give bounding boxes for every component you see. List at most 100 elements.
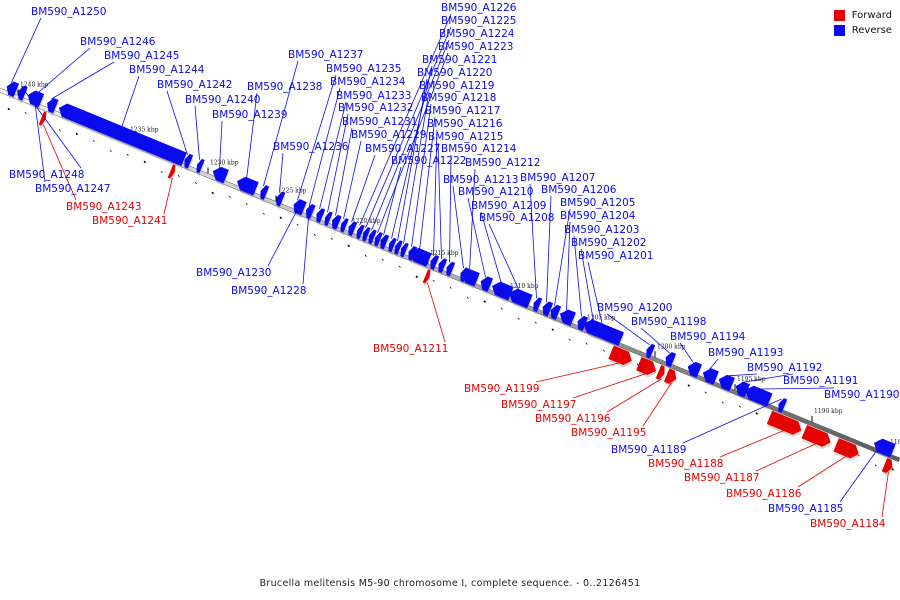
- gene-label[interactable]: BM590_A1205: [560, 197, 635, 209]
- gene-arrow[interactable]: [506, 287, 534, 311]
- gene-arrow[interactable]: [699, 366, 720, 388]
- gene-arrow[interactable]: [3, 80, 20, 100]
- gene-arrow[interactable]: [167, 164, 178, 182]
- gene-arrow[interactable]: [684, 360, 703, 381]
- gene-label[interactable]: BM590_A1229: [351, 129, 426, 141]
- gene-label[interactable]: BM590_A1247: [35, 183, 110, 195]
- gene-label[interactable]: BM590_A1193: [708, 347, 783, 359]
- gene-label[interactable]: BM590_A1198: [631, 316, 706, 328]
- gene-arrow[interactable]: [663, 368, 680, 389]
- gene-label[interactable]: BM590_A1225: [441, 15, 516, 27]
- gene-label[interactable]: BM590_A1184: [810, 518, 886, 530]
- gene-arrow[interactable]: [422, 269, 433, 287]
- gene-arrow[interactable]: [489, 280, 515, 304]
- gene-label[interactable]: BM590_A1220: [417, 67, 492, 79]
- gene-label[interactable]: BM590_A1219: [419, 80, 494, 92]
- gene-label[interactable]: BM590_A1236: [273, 141, 349, 153]
- gene-label[interactable]: BM590_A1223: [438, 41, 513, 53]
- gene-arrow[interactable]: [662, 351, 677, 370]
- gene-arrow[interactable]: [742, 384, 774, 410]
- gene-label[interactable]: BM590_A1228: [231, 285, 306, 297]
- gene-label[interactable]: BM590_A1195: [571, 427, 646, 439]
- gene-arrow[interactable]: [775, 397, 788, 416]
- gene-arrow[interactable]: [30, 91, 45, 110]
- gene-label[interactable]: BM590_A1186: [726, 488, 802, 500]
- gene-arrow[interactable]: [313, 207, 326, 226]
- gene-arrow[interactable]: [194, 158, 206, 177]
- gene-arrow[interactable]: [354, 224, 366, 242]
- gene-label[interactable]: BM590_A1208: [479, 212, 554, 224]
- gene-label[interactable]: BM590_A1237: [288, 49, 363, 61]
- gene-label[interactable]: BM590_A1217: [425, 105, 500, 117]
- gene-arrow[interactable]: [338, 217, 350, 236]
- gene-label[interactable]: BM590_A1218: [421, 92, 496, 104]
- gene-arrow[interactable]: [655, 365, 668, 383]
- gene-label[interactable]: BM590_A1211: [373, 343, 448, 355]
- gene-label[interactable]: BM590_A1188: [648, 458, 723, 470]
- gene-label[interactable]: BM590_A1221: [422, 54, 497, 66]
- gene-label[interactable]: BM590_A1245: [104, 50, 179, 62]
- gene-label[interactable]: BM590_A1200: [597, 302, 672, 314]
- gene-label[interactable]: BM590_A1201: [578, 250, 653, 262]
- gene-label[interactable]: BM590_A1240: [185, 94, 260, 106]
- gene-arrow[interactable]: [407, 246, 433, 270]
- gene-arrow[interactable]: [345, 221, 358, 239]
- gene-arrow[interactable]: [715, 373, 736, 394]
- gene-label[interactable]: BM590_A1214: [441, 143, 517, 155]
- gene-label[interactable]: BM590_A1238: [247, 81, 322, 93]
- gene-label[interactable]: BM590_A1197: [501, 399, 576, 411]
- gene-arrow[interactable]: [55, 101, 188, 169]
- gene-label[interactable]: BM590_A1216: [427, 118, 503, 130]
- gene-label[interactable]: BM590_A1189: [611, 444, 686, 456]
- gene-arrow[interactable]: [732, 380, 751, 401]
- gene-label[interactable]: BM590_A1206: [541, 184, 617, 196]
- gene-arrow[interactable]: [329, 214, 343, 233]
- gene-label[interactable]: BM590_A1224: [439, 28, 515, 40]
- gene-label[interactable]: BM590_A1194: [670, 331, 746, 343]
- gene-label[interactable]: BM590_A1207: [520, 172, 595, 184]
- gene-arrow[interactable]: [608, 345, 636, 370]
- gene-label[interactable]: BM590_A1215: [428, 131, 503, 143]
- gene-label[interactable]: BM590_A1248: [9, 169, 84, 181]
- gene-label[interactable]: BM590_A1250: [31, 6, 106, 18]
- gene-arrow[interactable]: [427, 254, 440, 273]
- gene-arrow[interactable]: [801, 424, 835, 451]
- gene-label[interactable]: BM590_A1199: [464, 383, 539, 395]
- gene-label[interactable]: BM590_A1191: [783, 375, 858, 387]
- gene-arrow[interactable]: [44, 97, 60, 116]
- gene-label[interactable]: BM590_A1187: [684, 472, 759, 484]
- gene-arrow[interactable]: [209, 165, 230, 186]
- gene-arrow[interactable]: [435, 258, 448, 276]
- gene-arrow[interactable]: [377, 234, 390, 252]
- gene-label[interactable]: BM590_A1210: [458, 186, 533, 198]
- gene-arrow[interactable]: [833, 438, 863, 463]
- gene-arrow[interactable]: [580, 317, 625, 349]
- gene-label[interactable]: BM590_A1203: [564, 224, 639, 236]
- gene-arrow[interactable]: [636, 356, 660, 380]
- gene-arrow[interactable]: [547, 304, 562, 323]
- gene-label[interactable]: BM590_A1246: [80, 36, 156, 48]
- gene-arrow[interactable]: [38, 111, 49, 129]
- gene-arrow[interactable]: [477, 275, 494, 295]
- gene-label[interactable]: BM590_A1232: [338, 102, 413, 114]
- gene-label[interactable]: BM590_A1230: [196, 267, 271, 279]
- gene-label[interactable]: BM590_A1241: [92, 215, 167, 227]
- gene-label[interactable]: BM590_A1233: [336, 90, 411, 102]
- gene-arrow[interactable]: [881, 457, 896, 477]
- gene-label[interactable]: BM590_A1239: [212, 109, 287, 121]
- gene-arrow[interactable]: [360, 227, 372, 245]
- gene-label[interactable]: BM590_A1244: [129, 64, 205, 76]
- gene-label[interactable]: BM590_A1231: [342, 116, 417, 128]
- gene-label[interactable]: BM590_A1212: [465, 157, 540, 169]
- gene-arrow[interactable]: [372, 231, 384, 250]
- gene-arrow[interactable]: [643, 343, 656, 362]
- gene-label[interactable]: BM590_A1213: [443, 174, 518, 186]
- gene-label[interactable]: BM590_A1243: [66, 201, 141, 213]
- gene-arrow[interactable]: [234, 175, 260, 199]
- gene-arrow[interactable]: [443, 261, 456, 279]
- gene-label[interactable]: BM590_A1185: [768, 503, 843, 515]
- gene-arrow[interactable]: [386, 237, 398, 255]
- gene-label[interactable]: BM590_A1222: [391, 155, 466, 167]
- gene-label[interactable]: BM590_A1204: [560, 210, 636, 222]
- gene-label[interactable]: BM590_A1235: [326, 63, 401, 75]
